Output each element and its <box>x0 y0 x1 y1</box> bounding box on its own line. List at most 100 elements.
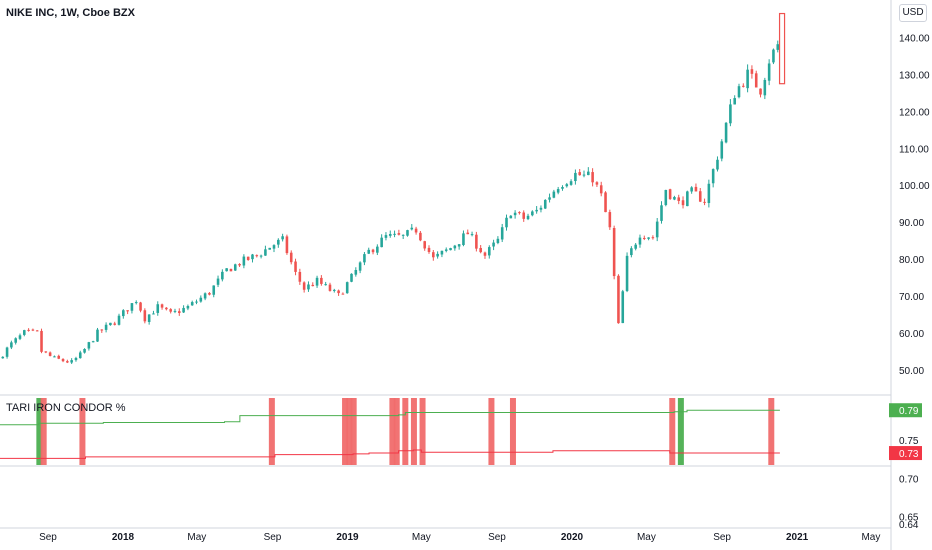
signal-bar <box>342 398 349 465</box>
candle-body <box>371 249 375 253</box>
time-axis-label: May <box>412 532 431 543</box>
candle-body <box>74 357 78 361</box>
candle-body <box>53 356 56 358</box>
candle-body <box>729 104 732 124</box>
candle-body <box>337 290 340 294</box>
price-axis-tick: 90.00 <box>899 218 924 229</box>
candle-body <box>100 329 104 331</box>
candle-body <box>143 310 147 322</box>
candle-body <box>332 289 336 291</box>
candle-body <box>233 264 237 271</box>
candle-body <box>759 88 762 95</box>
candle-body <box>44 351 48 353</box>
candle-body <box>397 233 401 235</box>
candle-body <box>307 284 310 290</box>
red-line <box>0 449 780 459</box>
time-axis-label: May <box>637 532 656 543</box>
candle-body <box>27 329 30 331</box>
candle-body <box>655 221 659 238</box>
candle-body <box>281 236 284 240</box>
candle-body <box>604 192 607 213</box>
candle-body <box>427 247 431 252</box>
price-axis-tick: 120.00 <box>899 107 930 118</box>
candle-body <box>190 302 194 306</box>
candle-body <box>147 314 151 323</box>
candles <box>1 40 780 365</box>
candle-body <box>203 293 207 299</box>
signal-bar <box>36 398 43 465</box>
candle-body <box>113 323 117 325</box>
candle-body <box>221 271 224 280</box>
candle-body <box>440 250 444 255</box>
candle-body <box>78 352 82 359</box>
time-axis-label: Sep <box>264 532 282 543</box>
candle-body <box>686 191 689 207</box>
candle-body <box>268 247 271 250</box>
candle-body <box>711 169 715 184</box>
candle-body <box>582 174 586 176</box>
candle-body <box>621 291 625 324</box>
green-line <box>0 409 780 426</box>
candle-body <box>531 211 534 216</box>
candle-body <box>750 69 754 74</box>
candle-body <box>466 232 470 235</box>
price-axis-tick: 110.00 <box>899 144 929 155</box>
indicator-axis-tick: 0.70 <box>899 474 919 485</box>
signal-bar <box>509 398 516 465</box>
candle-body <box>285 236 289 254</box>
candle-body <box>350 273 353 282</box>
candle-body <box>302 282 306 290</box>
signal-bar <box>79 398 86 465</box>
price-axis-tick: 50.00 <box>899 366 924 377</box>
candle-body <box>122 310 125 317</box>
candle-body <box>767 63 771 81</box>
candle-body <box>642 237 646 239</box>
candle-body <box>772 49 775 63</box>
candle-body <box>48 352 52 356</box>
candle-body <box>608 212 612 228</box>
candle-body <box>117 315 121 325</box>
candle-body <box>225 268 228 272</box>
candle-body <box>160 304 164 308</box>
candle-body <box>173 310 177 312</box>
candle-body <box>565 184 569 187</box>
candle-body <box>746 69 749 89</box>
signal-bar <box>350 398 357 465</box>
candle-body <box>315 277 319 286</box>
candle-body <box>539 207 543 210</box>
candle-body <box>345 282 349 294</box>
time-axis-label: Sep <box>488 532 506 543</box>
signal-bar <box>346 398 353 465</box>
candle-body <box>216 278 220 285</box>
candle-body <box>703 201 706 203</box>
time-axis-label: May <box>861 532 880 543</box>
candle-body <box>195 301 198 303</box>
candle-body <box>208 292 211 295</box>
candle-body <box>178 311 181 313</box>
candle-body <box>694 186 698 192</box>
candle-body <box>380 237 383 248</box>
candle-body <box>328 284 332 291</box>
currency-button[interactable]: USD <box>899 4 927 22</box>
candle-body <box>277 239 280 245</box>
candle-body <box>513 212 517 216</box>
signal-bar <box>40 398 47 465</box>
candle-body <box>40 330 43 352</box>
candle-body <box>647 237 650 239</box>
candle-body <box>707 183 711 204</box>
candle-body <box>414 228 418 233</box>
red-value-badge <box>889 446 922 461</box>
candle-body <box>96 329 99 342</box>
candle-body <box>776 44 780 50</box>
candle-body <box>70 360 73 363</box>
candle-body <box>388 234 392 236</box>
candle-body <box>638 237 642 245</box>
candle-body <box>212 285 216 295</box>
candle-body <box>324 284 327 286</box>
candle-body <box>543 199 547 209</box>
price-axis-tick: 130.00 <box>899 70 930 81</box>
candle-body <box>617 275 620 324</box>
candle-body <box>754 73 758 88</box>
candle-body <box>156 304 160 313</box>
